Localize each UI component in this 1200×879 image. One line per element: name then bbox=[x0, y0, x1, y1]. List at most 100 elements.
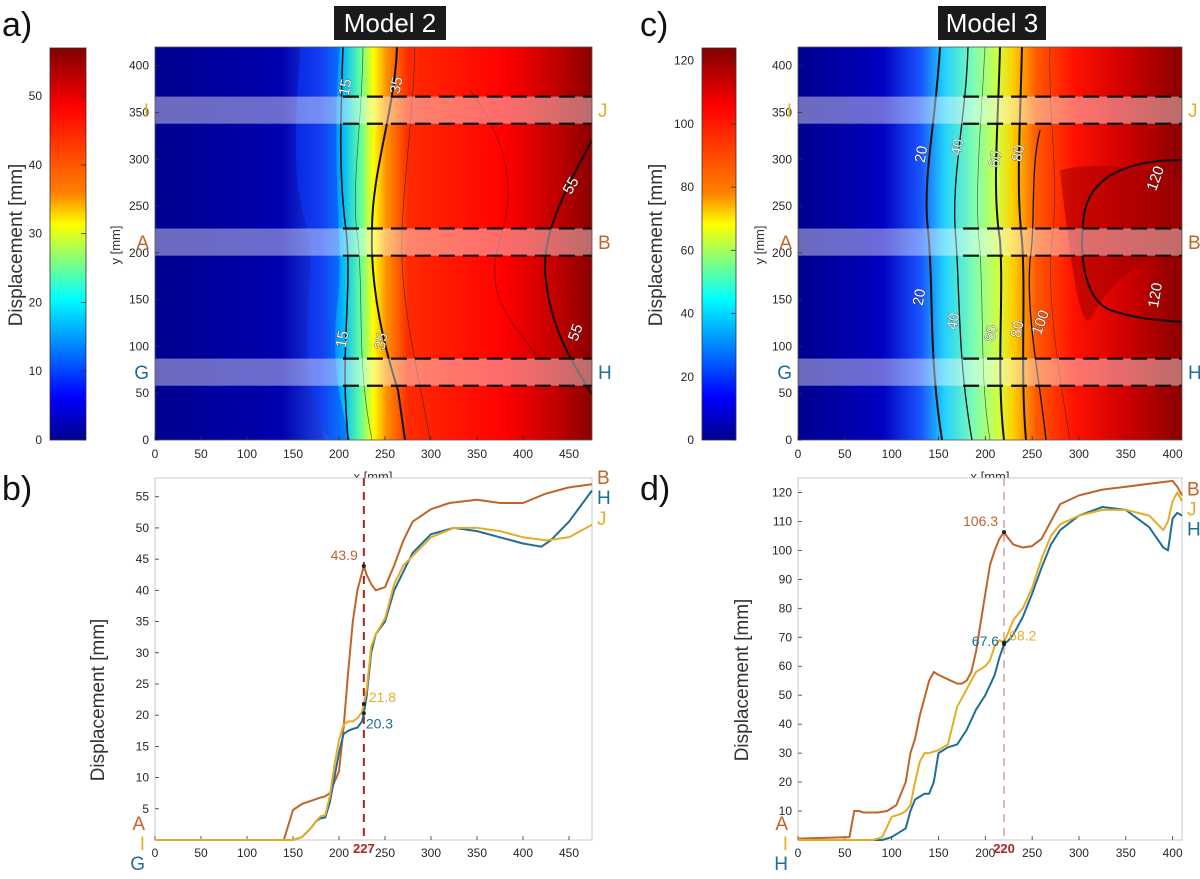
heatmap-a-ticks: 0 50 100 150 200 250 300 350 400 450 0 50 100 150 200 2… bbox=[129, 59, 579, 461]
y-tick-label: 110 bbox=[773, 514, 792, 528]
contour-15 bbox=[340, 47, 349, 440]
series-line-J bbox=[798, 491, 1183, 841]
colorbar-tick-label: 120 bbox=[674, 54, 694, 68]
x-tick-label: 150 bbox=[928, 846, 948, 860]
band-GH bbox=[155, 358, 592, 386]
end-label-H: H bbox=[1187, 519, 1200, 540]
x-tick-label: 400 bbox=[513, 846, 533, 860]
annotation-point-B bbox=[361, 564, 366, 569]
band-label-A: A bbox=[136, 233, 149, 254]
y-tick-label: 100 bbox=[772, 339, 792, 353]
x-tick-label: 300 bbox=[1069, 447, 1089, 461]
colorbar-tick-label: 40 bbox=[29, 158, 43, 172]
ylabel-b: Displacement [mm] bbox=[88, 619, 109, 782]
y-tick-label: 10 bbox=[136, 771, 150, 785]
marker-label: 220 bbox=[993, 841, 1015, 856]
y-tick-label: 20 bbox=[779, 775, 793, 789]
y-tick-label: 250 bbox=[129, 199, 149, 213]
y-tick-label: 30 bbox=[779, 746, 793, 760]
contour-label-a-6: 55 bbox=[565, 322, 587, 343]
y-tick-label: 50 bbox=[779, 386, 793, 400]
contour-label-a-2: 35 bbox=[387, 76, 407, 95]
y-tick-label: 100 bbox=[129, 339, 149, 353]
y-tick-label: 50 bbox=[136, 521, 150, 535]
contour-label-c-11: 120 bbox=[1145, 281, 1166, 309]
contour-label-c-4: 80 bbox=[1009, 144, 1029, 163]
end-label-J: J bbox=[1187, 499, 1197, 520]
band-IJ bbox=[798, 96, 1182, 124]
y-tick-label: 120 bbox=[772, 485, 792, 499]
annotation-label-B: 106.3 bbox=[963, 513, 998, 529]
band-label-I: I bbox=[144, 101, 149, 122]
y-tick-label: 10 bbox=[779, 804, 793, 818]
colorbar-tick-label: 40 bbox=[681, 307, 695, 321]
y-tick-label: 200 bbox=[772, 246, 792, 260]
end-label-J: J bbox=[597, 509, 607, 530]
colorbar-tick-label: 100 bbox=[674, 117, 694, 131]
model-title-box-c bbox=[938, 6, 1046, 40]
y-tick-label: 250 bbox=[772, 199, 792, 213]
y-tick-label: 90 bbox=[779, 572, 793, 586]
y-tick-label: 350 bbox=[129, 106, 149, 120]
panel-label-c: c) bbox=[640, 6, 668, 44]
x-tick-label: 100 bbox=[237, 447, 257, 461]
contour-120 bbox=[1081, 159, 1182, 323]
annotation-point-J bbox=[361, 701, 366, 706]
plot-b-frame bbox=[154, 477, 593, 841]
ylabel-a: y [mm] bbox=[108, 226, 123, 265]
x-tick-label: 200 bbox=[329, 447, 349, 461]
x-tick-label: 300 bbox=[1069, 846, 1089, 860]
y-tick-label: 45 bbox=[136, 552, 150, 566]
x-tick-label: 250 bbox=[375, 447, 395, 461]
x-tick-label: 250 bbox=[375, 846, 395, 860]
marker-label: 227 bbox=[353, 841, 375, 856]
band-label-G: G bbox=[134, 363, 149, 384]
contour-35 bbox=[370, 47, 406, 440]
band-labels-c: I J A B G H bbox=[777, 101, 1200, 384]
y-tick-label: 350 bbox=[772, 106, 792, 120]
y-tick-label: 25 bbox=[136, 677, 150, 691]
y-tick-label: 30 bbox=[136, 646, 150, 660]
panel-label-d: d) bbox=[640, 470, 670, 508]
model-title-box-a bbox=[334, 6, 446, 40]
panel-b: b) 0 50 100 150 200 250 300 350 400 450 5 10 15 20 25 3… bbox=[2, 468, 611, 875]
x-tick-label: 100 bbox=[882, 846, 902, 860]
y-tick-label: 55 bbox=[136, 490, 150, 504]
x-tick-label: 50 bbox=[838, 846, 852, 860]
model-title-c: Model 3 bbox=[946, 8, 1039, 38]
start-label-I: I bbox=[783, 834, 788, 855]
end-label-H: H bbox=[597, 488, 611, 509]
band-label-I: I bbox=[787, 101, 792, 122]
colorbar-a bbox=[49, 47, 87, 441]
annotation-point-H bbox=[1002, 642, 1007, 647]
contour-80 bbox=[1017, 47, 1027, 440]
x-tick-label: 250 bbox=[1022, 846, 1042, 860]
x-tick-label: 200 bbox=[975, 447, 995, 461]
y-tick-label: 0 bbox=[142, 433, 149, 447]
band-label-B: B bbox=[598, 233, 611, 254]
start-label-H: H bbox=[774, 854, 788, 875]
colorbar-tick-label: 50 bbox=[29, 89, 43, 103]
x-tick-label: 450 bbox=[559, 447, 579, 461]
y-tick-label: 150 bbox=[772, 293, 792, 307]
x-tick-label: 350 bbox=[1116, 846, 1136, 860]
y-tick-label: 50 bbox=[136, 386, 150, 400]
colorbar-tick-label: 80 bbox=[681, 180, 695, 194]
annotation-point-B bbox=[1002, 530, 1007, 535]
x-tick-label: 400 bbox=[513, 447, 533, 461]
contour-minor-a3 bbox=[469, 89, 541, 361]
contour-label-c-7: 40 bbox=[944, 312, 964, 331]
y-tick-label: 400 bbox=[772, 59, 792, 73]
colorbar-tick-label: 10 bbox=[29, 364, 43, 378]
colorbar-a-title: Displacement [mm] bbox=[6, 164, 27, 327]
x-tick-label: 250 bbox=[1022, 447, 1042, 461]
band-AB bbox=[798, 228, 1182, 256]
y-tick-label: 40 bbox=[136, 583, 150, 597]
contour-label-c-6: 20 bbox=[910, 288, 930, 307]
contour-label-c-3: 60 bbox=[986, 150, 1006, 169]
band-label-B: B bbox=[1188, 233, 1200, 254]
heatmap-c-frame bbox=[797, 46, 1183, 441]
colorbar-c bbox=[701, 47, 737, 441]
colorbar-c-title: Displacement [mm] bbox=[646, 164, 667, 327]
